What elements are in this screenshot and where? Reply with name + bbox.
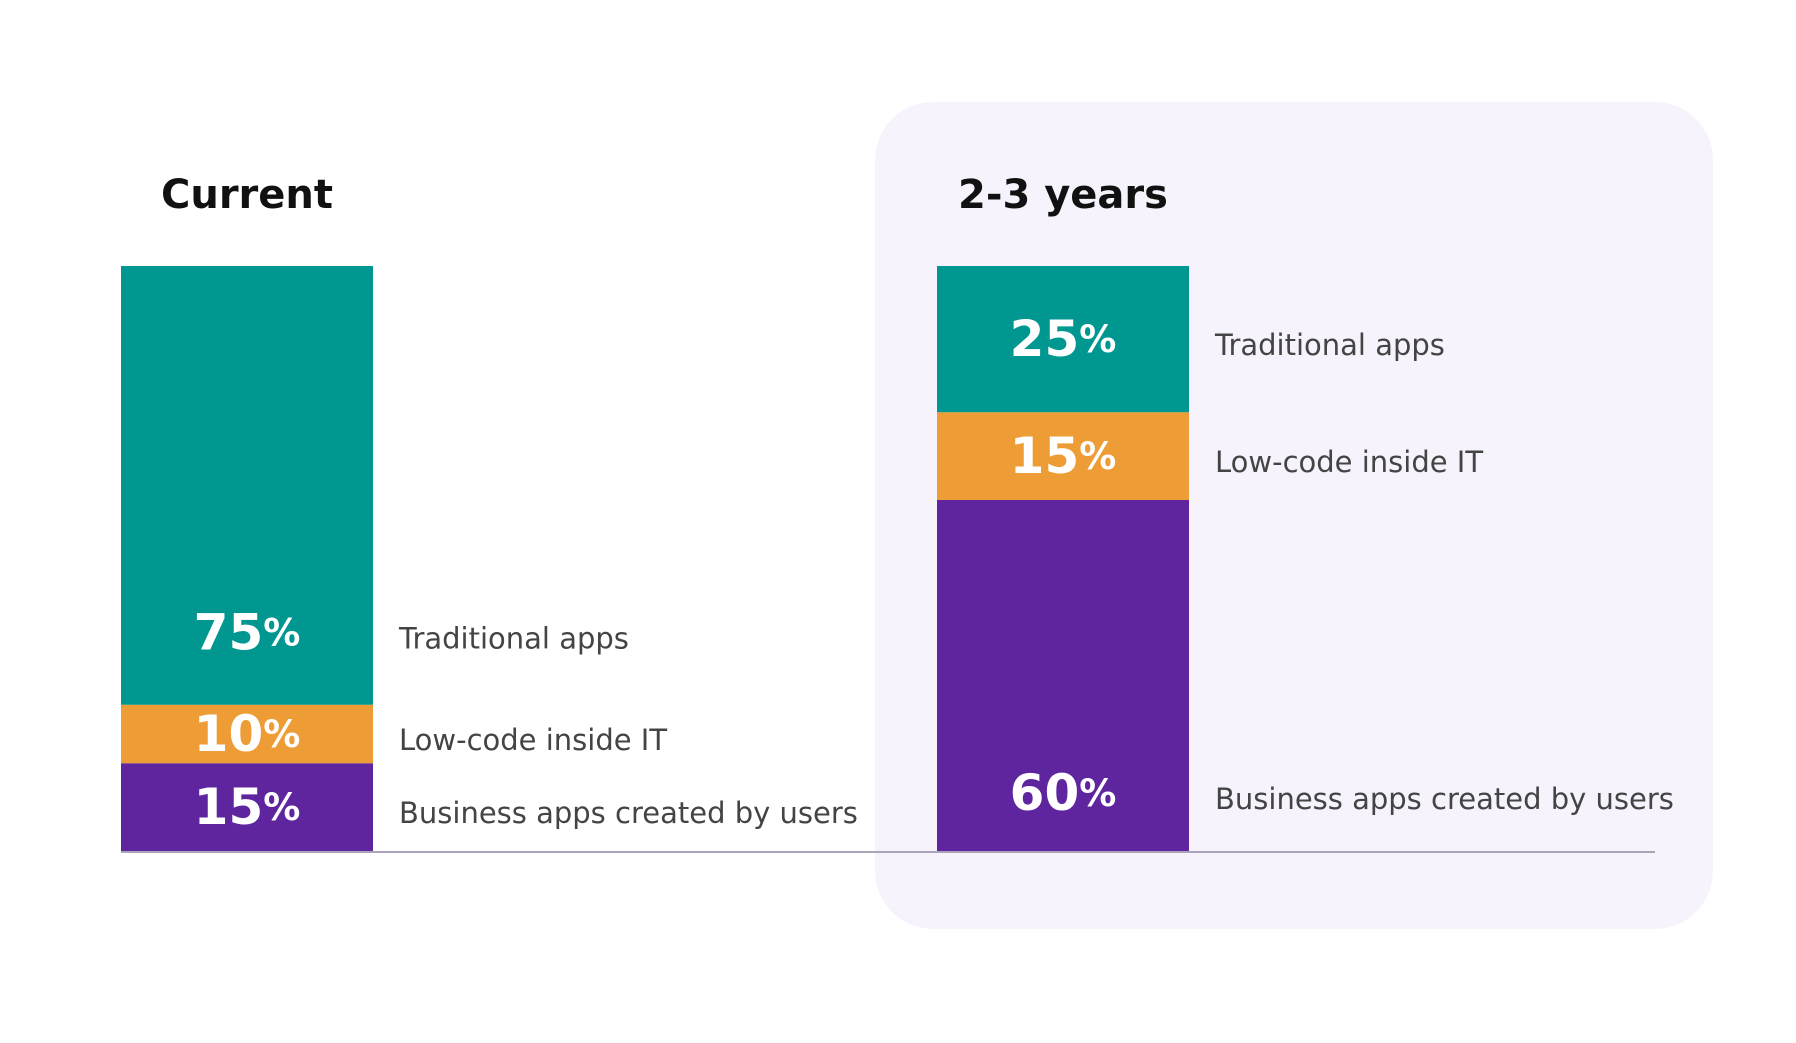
value-label-current-low-code-inside-it: 10% [194, 705, 301, 763]
bar-segment-current-business-apps-created-by-users [121, 763, 373, 851]
bar-segment-2-3-years-traditional-apps [937, 266, 1189, 413]
series-label-2-3-years-traditional-apps: Traditional apps [1214, 328, 1445, 362]
value-label-2-3-years-traditional-apps: 25% [1010, 310, 1117, 368]
series-label-2-3-years-business-apps-created-by-users: Business apps created by users [1215, 782, 1674, 816]
value-label-2-3-years-low-code-inside-it: 15% [1010, 427, 1117, 485]
column-title-2-3-years: 2-3 years [958, 172, 1168, 218]
bar-segment-current-traditional-apps [121, 266, 373, 705]
series-label-current-business-apps-created-by-users: Business apps created by users [399, 796, 858, 830]
bars-layer: Current 15% Business apps created by users… [121, 172, 1674, 851]
value-label-2-3-years-business-apps-created-by-users: 60% [1010, 764, 1117, 822]
bar-segment-2-3-years-low-code-inside-it [937, 412, 1189, 500]
value-label-current-business-apps-created-by-users: 15% [194, 778, 301, 836]
series-label-2-3-years-low-code-inside-it: Low-code inside IT [1215, 445, 1483, 479]
series-label-current-traditional-apps: Traditional apps [398, 621, 629, 655]
value-label-current-traditional-apps: 75% [194, 603, 301, 661]
column-title-current: Current [161, 172, 333, 218]
series-label-current-low-code-inside-it: Low-code inside IT [399, 723, 667, 757]
bar-segment-2-3-years-business-apps-created-by-users [937, 500, 1189, 851]
bar-segment-current-low-code-inside-it [121, 704, 373, 764]
